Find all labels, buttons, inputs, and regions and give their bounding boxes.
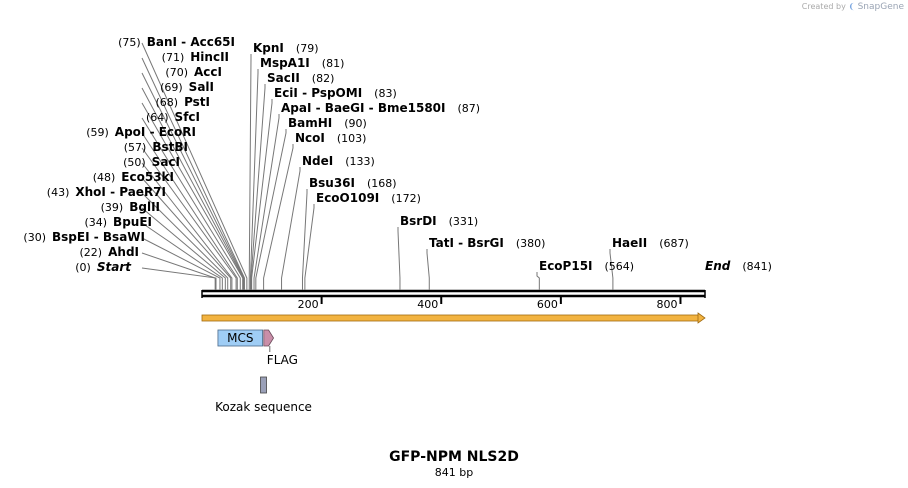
site-leader-line <box>251 99 273 290</box>
site-leader-line <box>141 162 233 290</box>
site-leader-line <box>301 189 308 290</box>
site-leader-line <box>255 129 287 290</box>
ruler-tick-label: 800 <box>656 298 677 311</box>
orf-bar <box>201 314 700 322</box>
site-leader-line <box>141 177 232 290</box>
plasmid-name: GFP-NPM NLS2D <box>389 449 519 465</box>
site-label-ecii-pspomi: EciI - PspOMI (83) <box>274 86 397 100</box>
feature-mcs-label: MCS <box>227 331 253 345</box>
site-label-bglii: (39) BglII <box>101 200 160 214</box>
site-label-start: (0) Start <box>75 260 132 274</box>
snapgene-credit: Created by ❨ SnapGene <box>802 2 904 12</box>
site-leader-line <box>609 249 614 290</box>
site-leader-line <box>253 114 280 290</box>
feature-flag-arrow <box>263 329 275 347</box>
site-label-bsrdi: BsrDI (331) <box>400 214 478 228</box>
site-label-bsu36i: Bsu36I (168) <box>309 176 397 190</box>
site-leader-line <box>141 57 245 290</box>
site-leader-line <box>304 204 315 290</box>
site-leader-line <box>281 167 301 290</box>
site-leader-line <box>141 252 216 290</box>
site-label-bpuei: (34) BpuEI <box>84 215 152 229</box>
site-leader-line <box>250 84 266 290</box>
site-leader-line <box>141 192 229 290</box>
site-leader-line <box>536 272 540 290</box>
site-label-sali: (69) SalI <box>160 80 214 94</box>
site-label-saci: (50) SacI <box>123 155 180 169</box>
site-leader-line <box>141 117 241 290</box>
credit-prefix: Created by <box>801 2 846 11</box>
site-label-hincii: (71) HincII <box>162 50 229 64</box>
site-label-bamhi: BamHI (90) <box>288 116 367 130</box>
orf-arrowhead <box>697 312 706 324</box>
site-label-tati-bsrgi: TatI - BsrGI (380) <box>429 236 545 250</box>
site-label-ahdi: (22) AhdI <box>80 245 139 259</box>
site-label-end: End (841) <box>705 259 772 273</box>
site-leader-line <box>397 227 401 290</box>
site-label-xhoi-paer7i: (43) XhoI - PaeR7I <box>47 185 166 199</box>
feature-flag-label: FLAG <box>267 353 298 367</box>
site-label-ecop15i: EcoP15I (564) <box>539 259 634 273</box>
ruler-tick-label: 400 <box>417 298 438 311</box>
site-leader-line <box>141 132 238 290</box>
site-label-ndei: NdeI (133) <box>302 154 375 168</box>
site-label-haeii: HaeII (687) <box>612 236 689 250</box>
site-label-bspei-bsawi: (30) BspEI - BsaWI <box>23 230 145 244</box>
site-leader-line <box>141 267 217 290</box>
site-label-acci: (70) AccI <box>165 65 222 79</box>
site-leader-line <box>141 42 248 290</box>
site-label-mspa1i: MspA1I (81) <box>260 56 344 70</box>
site-label-bstbi: (57) BstBI <box>124 140 188 154</box>
site-label-ncoi: NcoI (103) <box>295 131 366 145</box>
site-label-sfci: (64) SfcI <box>146 110 200 124</box>
site-leader-line <box>249 69 259 290</box>
ruler-tick-label: 600 <box>537 298 558 311</box>
feature-kozak-label: Kozak sequence <box>215 400 312 414</box>
feature-mcs-box <box>217 329 264 347</box>
site-leader-line <box>141 207 226 290</box>
site-label-sacii: SacII (82) <box>267 71 334 85</box>
site-leader-line <box>141 102 244 290</box>
site-label-ecoo109i: EcoO109I (172) <box>316 191 421 205</box>
site-label-psti: (68) PstI <box>155 95 210 109</box>
snapgene-logo-icon: ❨ <box>848 2 856 11</box>
ruler-tick-label: 200 <box>298 298 319 311</box>
site-label-apai-baegi-bme1580i: ApaI - BaeGI - Bme1580I (87) <box>281 101 480 115</box>
site-leader-line <box>426 249 430 290</box>
site-leader-line <box>248 54 252 290</box>
site-label-kpni: KpnI (79) <box>253 41 319 55</box>
site-leader-line <box>263 144 294 290</box>
feature-kozak-box <box>260 376 267 394</box>
site-label-eco53ki: (48) Eco53kI <box>93 170 174 184</box>
site-leader-line <box>141 147 237 290</box>
site-leader-line <box>141 72 245 290</box>
site-label-bani-acc65i: (75) BanI - Acc65I <box>118 35 235 49</box>
credit-brand: SnapGene <box>857 2 904 12</box>
plasmid-length: 841 bp <box>434 466 474 479</box>
site-label-apoi-ecori: (59) ApoI - EcoRI <box>86 125 196 139</box>
site-leader-line <box>141 237 221 290</box>
site-leader-line <box>141 222 223 290</box>
site-leader-line <box>141 87 244 290</box>
